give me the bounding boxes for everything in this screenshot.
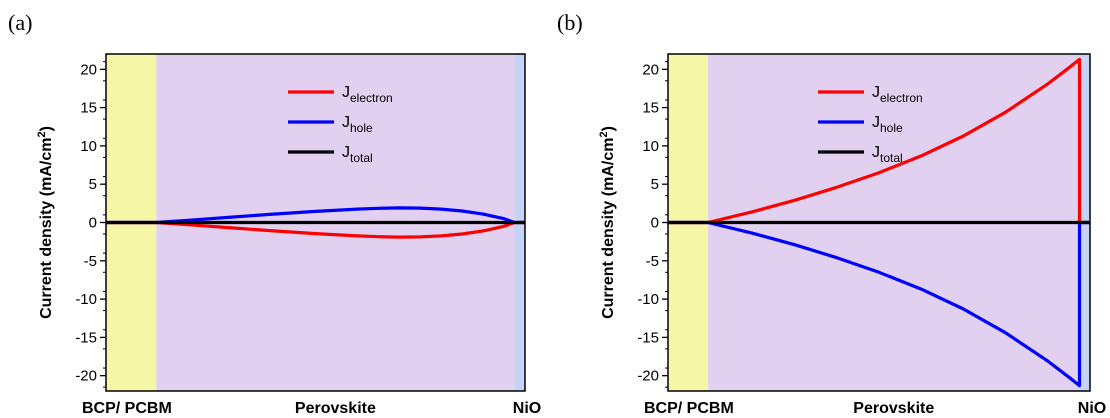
legend-label-sub: total (350, 151, 373, 165)
chart-panel-a: (a) -20 -15 -10 -5 0 5 10 15 20 Current density (m… (8, 10, 541, 417)
legend-label-main: J (342, 84, 350, 101)
y-tick-label: -20 (637, 368, 659, 385)
y-axis-title-main: Current density (mA/cm (38, 138, 55, 319)
legend-label-sub: hole (350, 121, 373, 135)
y-tick-label: 5 (651, 176, 659, 193)
region-label-bcp-pcbm: BCP/ PCBM (82, 400, 172, 417)
legend-label-main: J (872, 144, 880, 161)
y-tick-label: -10 (637, 291, 659, 308)
series-line-hole (106, 206, 525, 225)
panel-label: (a) (8, 10, 32, 35)
y-axis-title-sup: 2 (36, 131, 48, 137)
y-tick-label: -5 (646, 253, 659, 270)
legend-label-electron: Jelectron (872, 84, 923, 105)
y-tick-label: -15 (75, 329, 97, 346)
region-label-perovskite: Perovskite (295, 400, 376, 417)
legend-label-sub: electron (350, 91, 393, 105)
legend-label-main: J (342, 114, 350, 131)
legend-label-sub: electron (880, 91, 923, 105)
legend-label-sub: hole (880, 121, 903, 135)
y-axis-title: Current density (mA/cm2) (598, 126, 617, 319)
y-tick-label: 15 (642, 100, 659, 117)
region-label-nio: NiO (1078, 400, 1106, 417)
chart-panel-b: (b) -20 -15 -10 -5 0 5 10 15 20 Current density (m… (557, 10, 1106, 417)
legend-label-hole: Jhole (872, 114, 903, 135)
y-tick-label: 15 (80, 100, 97, 117)
y-axis-title-main: Current density (mA/cm (600, 138, 617, 319)
y-axis-title: Current density (mA/cm2) (36, 126, 55, 319)
legend-label-total: Jtotal (872, 144, 903, 165)
legend-label-main: J (872, 114, 880, 131)
y-tick-label: 0 (89, 215, 97, 232)
legend-label-main: J (872, 84, 880, 101)
y-tick-label: -15 (637, 329, 659, 346)
y-tick-label: -10 (75, 291, 97, 308)
legend-label-hole: Jhole (342, 114, 373, 135)
y-tick-label: 5 (89, 176, 97, 193)
y-tick-label: 20 (642, 61, 659, 78)
legend-label-main: J (342, 144, 350, 161)
y-axis-title-close: ) (600, 126, 617, 131)
region-label-perovskite: Perovskite (853, 400, 934, 417)
y-axis-title-close: ) (38, 126, 55, 131)
y-tick-label: -5 (84, 253, 97, 270)
y-tick-label: 0 (651, 215, 659, 232)
panel-label: (b) (557, 10, 583, 35)
y-axis-title-sup: 2 (598, 131, 610, 137)
y-tick-label: 10 (80, 138, 97, 155)
region-label-bcp-pcbm: BCP/ PCBM (644, 400, 734, 417)
legend-label-total: Jtotal (342, 144, 373, 165)
y-tick-label: 10 (642, 138, 659, 155)
legend-label-sub: total (880, 151, 903, 165)
series-line-electron (106, 220, 525, 239)
series-line-electron (668, 57, 1090, 225)
legend-label-electron: Jelectron (342, 84, 393, 105)
region-label-nio: NiO (513, 400, 541, 417)
y-tick-label: 20 (80, 61, 97, 78)
y-tick-label: -20 (75, 368, 97, 385)
series-line-hole (668, 220, 1090, 388)
